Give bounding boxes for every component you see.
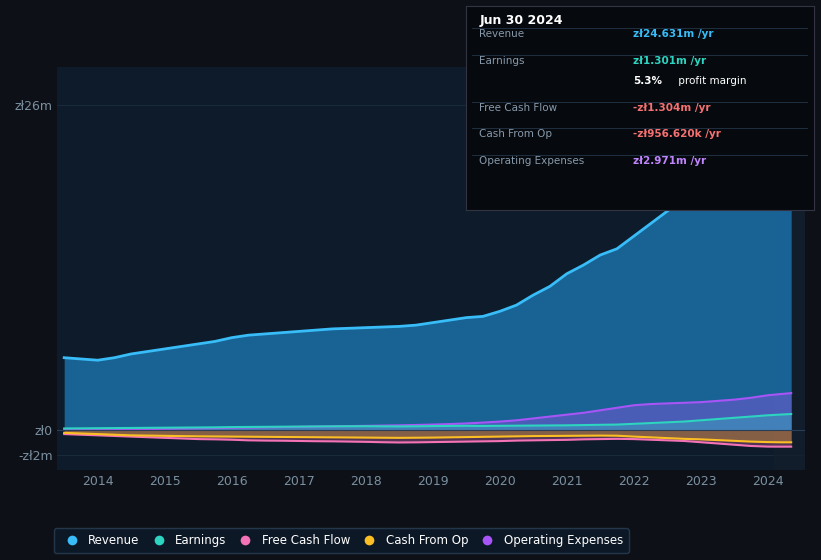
Legend: Revenue, Earnings, Free Cash Flow, Cash From Op, Operating Expenses: Revenue, Earnings, Free Cash Flow, Cash … bbox=[54, 529, 629, 553]
Text: Jun 30 2024: Jun 30 2024 bbox=[479, 14, 563, 27]
Text: zł2.971m /yr: zł2.971m /yr bbox=[633, 156, 706, 166]
Text: -zł956.620k /yr: -zł956.620k /yr bbox=[633, 129, 721, 139]
Text: -zł1.304m /yr: -zł1.304m /yr bbox=[633, 103, 710, 113]
Text: Operating Expenses: Operating Expenses bbox=[479, 156, 585, 166]
Text: profit margin: profit margin bbox=[675, 76, 746, 86]
Text: Free Cash Flow: Free Cash Flow bbox=[479, 103, 557, 113]
Text: Cash From Op: Cash From Op bbox=[479, 129, 553, 139]
Text: zł1.301m /yr: zł1.301m /yr bbox=[633, 56, 706, 66]
Bar bbox=[774, 67, 805, 470]
Text: 5.3%: 5.3% bbox=[633, 76, 662, 86]
Text: zł24.631m /yr: zł24.631m /yr bbox=[633, 29, 713, 39]
Text: Earnings: Earnings bbox=[479, 56, 525, 66]
Text: Revenue: Revenue bbox=[479, 29, 525, 39]
